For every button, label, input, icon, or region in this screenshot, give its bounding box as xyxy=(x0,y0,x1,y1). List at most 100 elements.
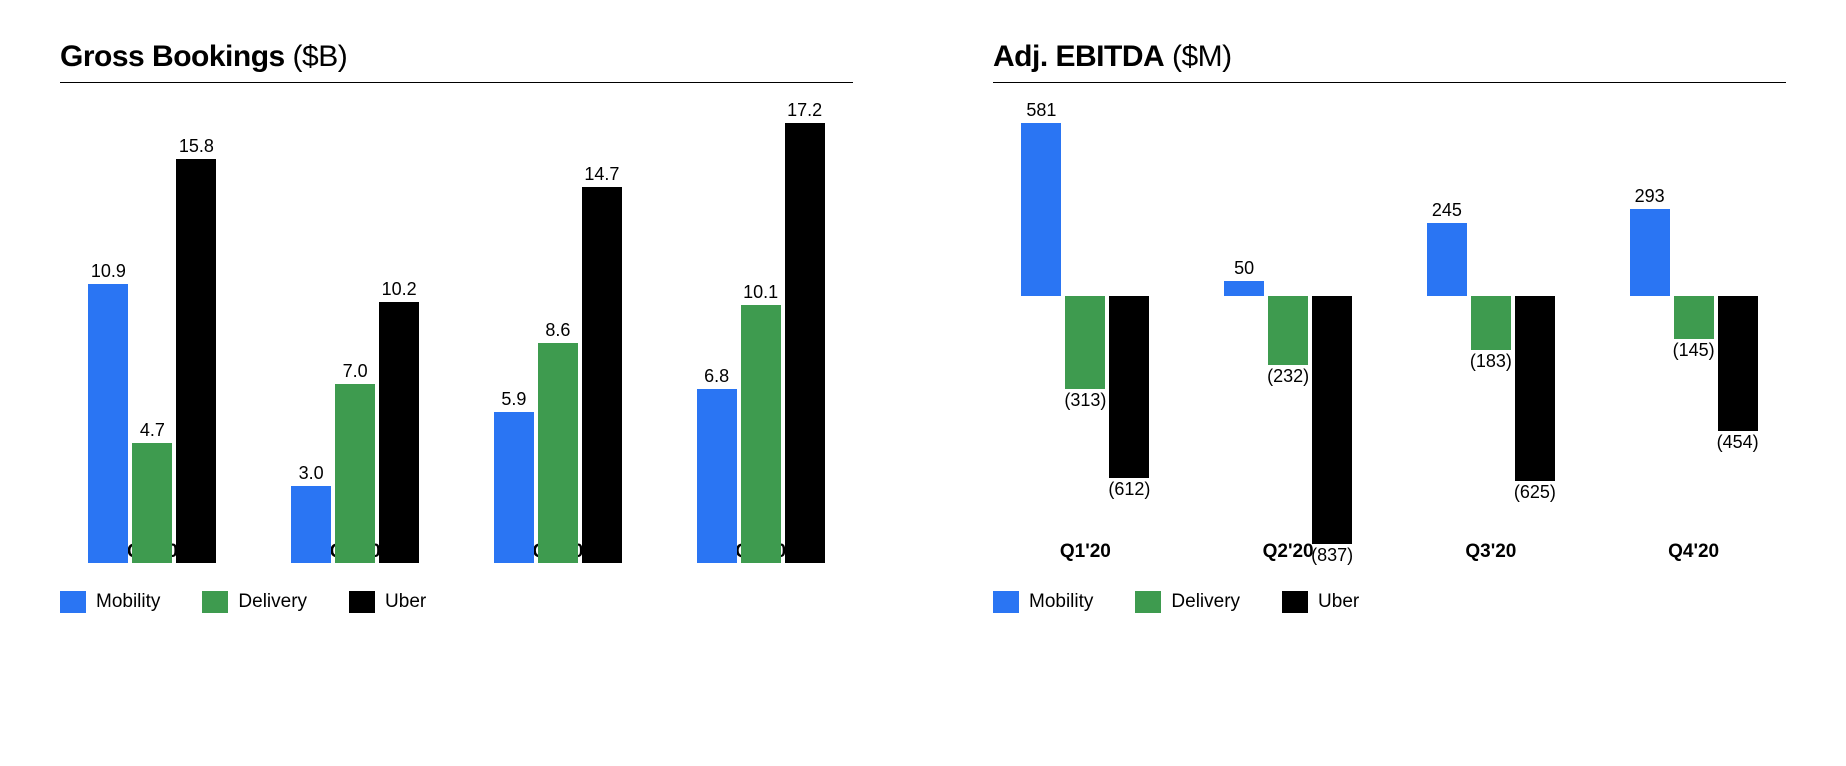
bar-group: 581(313)(612) Q1'20 xyxy=(993,103,1178,563)
category-label: Q1'20 xyxy=(1060,541,1111,563)
chart-title-bold: Adj. EBITDA xyxy=(993,40,1164,73)
bar-rect xyxy=(1065,296,1105,389)
bar-rect xyxy=(1109,296,1149,478)
legend-swatch xyxy=(349,591,375,613)
bar-value-label: (145) xyxy=(1673,341,1715,361)
legend-swatch xyxy=(202,591,228,613)
bars: 10.9 4.7 15.8 xyxy=(60,103,245,531)
bar-value-label: (612) xyxy=(1108,480,1150,500)
bar-value-label: 14.7 xyxy=(584,165,619,185)
adj-ebitda-chart: Adj. EBITDA ($M) 581(313)(612) Q1'20 50 (23… xyxy=(993,40,1786,613)
bar-mobility: 581 xyxy=(1021,103,1061,531)
bar-group: 5.98.614.7Q3'20 xyxy=(466,103,651,563)
legend-swatch xyxy=(60,591,86,613)
bar-mobility: 293 xyxy=(1630,103,1670,531)
legend-item-uber: Uber xyxy=(349,591,426,613)
bar-uber: 15.8 xyxy=(176,103,216,531)
bar-value-label: 10.9 xyxy=(91,262,126,282)
chart-title-unit: ($M) xyxy=(1164,40,1232,73)
plot-area: 581(313)(612) Q1'20 50 (232)(837) Q2'20 245 (1… xyxy=(993,103,1786,563)
chart-title: Adj. EBITDA ($M) xyxy=(993,40,1786,74)
bar-rect xyxy=(1471,296,1511,350)
gross-bookings-chart: Gross Bookings ($B) 10.94.715.8Q1'203.07… xyxy=(60,40,853,613)
bar-value-label: 6.8 xyxy=(704,367,729,387)
bar-rect xyxy=(697,389,737,563)
bar-delivery: 4.7 xyxy=(132,103,172,531)
chart-title-unit: ($B) xyxy=(285,40,348,73)
bar-rect xyxy=(379,302,419,563)
bar-rect xyxy=(291,486,331,563)
bar-value-label: 50 xyxy=(1234,259,1254,279)
bar-rect xyxy=(741,305,781,563)
bar-rect xyxy=(88,284,128,563)
bar-delivery: 7.0 xyxy=(335,103,375,531)
legend-label: Delivery xyxy=(1171,591,1240,613)
bar-uber: 14.7 xyxy=(582,103,622,531)
bar-group: 10.94.715.8Q1'20 xyxy=(60,103,245,563)
legend-item-mobility: Mobility xyxy=(60,591,160,613)
bar-delivery: 8.6 xyxy=(538,103,578,531)
bar-delivery: (183) xyxy=(1471,103,1511,531)
bar-delivery: 10.1 xyxy=(741,103,781,531)
plot-area: 10.94.715.8Q1'203.07.010.2Q2'205.98.614.… xyxy=(60,103,853,563)
bar-value-label: 293 xyxy=(1635,187,1665,207)
bar-group: 6.810.117.2Q4'20 xyxy=(668,103,853,563)
charts-row: Gross Bookings ($B) 10.9 4.7 15.8 Q1'20 3.0 7… xyxy=(60,40,1786,613)
bar-rect xyxy=(1268,296,1308,365)
category-label: Q3'20 xyxy=(1465,541,1516,563)
bar-rect xyxy=(1224,281,1264,296)
bars: 5.98.614.7 xyxy=(466,103,651,531)
bar-rect xyxy=(1312,296,1352,544)
bar-uber: (612) xyxy=(1109,103,1149,531)
bar-uber: (625) xyxy=(1515,103,1555,531)
legend-label: Mobility xyxy=(1029,591,1093,613)
chart-title: Gross Bookings ($B) xyxy=(60,40,853,74)
bar-value-label: 10.2 xyxy=(382,280,417,300)
bar-mobility: 245 xyxy=(1427,103,1467,531)
bar-value-label: 10.1 xyxy=(743,283,778,303)
bars: 6.8 10.1 17.2 xyxy=(668,103,853,531)
category-label: Q2'20 xyxy=(1263,541,1314,563)
bar-uber: 10.2 xyxy=(379,103,419,531)
legend-swatch xyxy=(1282,591,1308,613)
legend: Mobility Delivery Uber xyxy=(60,591,853,613)
bar-group: 50 (232)(837) Q2'20 xyxy=(1196,103,1381,563)
bar-value-label: 7.0 xyxy=(343,362,368,382)
bars: 293 (145) (454) xyxy=(1601,103,1786,531)
bar-value-label: 17.2 xyxy=(787,101,822,121)
bar-value-label: 8.6 xyxy=(545,321,570,341)
bar-delivery: (232) xyxy=(1268,103,1308,531)
bar-uber: (837) xyxy=(1312,103,1352,531)
bar-delivery: (313) xyxy=(1065,103,1105,531)
legend-item-mobility: Mobility xyxy=(993,591,1093,613)
bar-mobility: 10.9 xyxy=(88,103,128,531)
category-label: Q4'20 xyxy=(1668,541,1719,563)
legend-label: Delivery xyxy=(238,591,307,613)
bar-rect xyxy=(132,443,172,563)
legend-item-delivery: Delivery xyxy=(202,591,307,613)
bar-delivery: (145) xyxy=(1674,103,1714,531)
bar-rect xyxy=(1021,123,1061,295)
bar-value-label: 15.8 xyxy=(179,137,214,157)
bar-rect xyxy=(1427,223,1467,296)
legend-swatch xyxy=(993,591,1019,613)
bar-rect xyxy=(1515,296,1555,481)
bar-group: 245 (183) (625) Q3'20 xyxy=(1399,103,1584,563)
bar-rect xyxy=(582,187,622,563)
bar-group: 3.07.010.2Q2'20 xyxy=(263,103,448,563)
bars: 581(313)(612) xyxy=(993,103,1178,531)
bar-mobility: 6.8 xyxy=(697,103,737,531)
legend-item-uber: Uber xyxy=(1282,591,1359,613)
bar-value-label: (625) xyxy=(1514,483,1556,503)
bar-value-label: 3.0 xyxy=(299,464,324,484)
bar-value-label: (454) xyxy=(1717,433,1759,453)
bar-mobility: 3.0 xyxy=(291,103,331,531)
bar-value-label: (232) xyxy=(1267,367,1309,387)
bar-value-label: 4.7 xyxy=(140,421,165,441)
bar-value-label: (183) xyxy=(1470,352,1512,372)
bar-rect xyxy=(176,159,216,563)
legend-label: Uber xyxy=(385,591,426,613)
bars: 3.0 7.0 10.2 xyxy=(263,103,448,531)
bar-value-label: 245 xyxy=(1432,201,1462,221)
title-rule xyxy=(60,82,853,83)
